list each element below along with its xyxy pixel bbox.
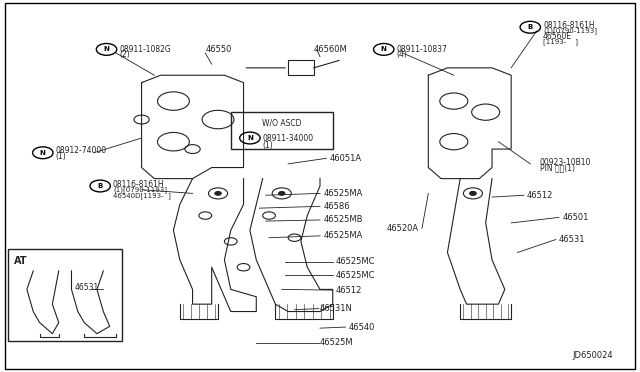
Text: (1)[0790-1193]: (1)[0790-1193] — [113, 186, 167, 193]
Text: 46520A: 46520A — [387, 224, 419, 233]
Text: 08911-1082G: 08911-1082G — [119, 45, 171, 54]
Text: 46512: 46512 — [527, 191, 554, 200]
Text: N: N — [381, 46, 387, 52]
Text: 08116-8161H: 08116-8161H — [113, 180, 164, 189]
Text: 08116-8161H: 08116-8161H — [543, 21, 595, 30]
Text: 46051A: 46051A — [330, 154, 362, 163]
Text: B: B — [97, 183, 103, 189]
Text: (1)[0790-1193]: (1)[0790-1193] — [543, 28, 597, 34]
Text: (2): (2) — [119, 51, 130, 60]
Text: 46550: 46550 — [205, 45, 232, 54]
Text: 46531: 46531 — [75, 283, 99, 292]
Text: W/O ASCD: W/O ASCD — [262, 119, 301, 128]
Text: (4): (4) — [396, 51, 407, 60]
Bar — [8, 249, 122, 341]
Text: 00923-10B10: 00923-10B10 — [540, 157, 591, 167]
Circle shape — [278, 192, 285, 195]
Text: 46586: 46586 — [323, 202, 350, 211]
Text: AT: AT — [14, 256, 28, 266]
Text: 08911-10837: 08911-10837 — [396, 45, 447, 54]
Bar — [231, 112, 333, 149]
Bar — [288, 61, 314, 75]
Text: 08911-34000: 08911-34000 — [262, 134, 314, 142]
Text: 46560E: 46560E — [543, 32, 572, 41]
Text: B: B — [527, 24, 533, 30]
Circle shape — [215, 192, 221, 195]
Text: 46512: 46512 — [336, 286, 362, 295]
Text: 46525MC: 46525MC — [336, 257, 376, 266]
Text: 46540: 46540 — [349, 323, 375, 331]
Text: N: N — [104, 46, 109, 52]
Text: [1193-    ]: [1193- ] — [543, 39, 578, 45]
Text: 46501: 46501 — [562, 213, 589, 222]
Text: N: N — [247, 135, 253, 141]
Text: (1): (1) — [262, 141, 273, 150]
Text: 46525MB: 46525MB — [323, 215, 363, 224]
Text: 46540D[1193-  ]: 46540D[1193- ] — [113, 192, 171, 199]
Text: (1): (1) — [56, 152, 67, 161]
Text: 46560M: 46560M — [314, 45, 348, 54]
Text: 46525MC: 46525MC — [336, 271, 376, 280]
Circle shape — [470, 192, 476, 195]
Text: 46531: 46531 — [559, 235, 586, 244]
Text: JD650024: JD650024 — [573, 350, 613, 359]
Text: 46525MA: 46525MA — [323, 189, 363, 198]
Text: PIN ピン(1): PIN ピン(1) — [540, 163, 575, 172]
Text: 46525MA: 46525MA — [323, 231, 363, 240]
Text: N: N — [40, 150, 45, 156]
Text: 46531N: 46531N — [320, 304, 353, 313]
Text: 46525M: 46525M — [320, 339, 354, 347]
Text: 08912-74000: 08912-74000 — [56, 147, 107, 155]
